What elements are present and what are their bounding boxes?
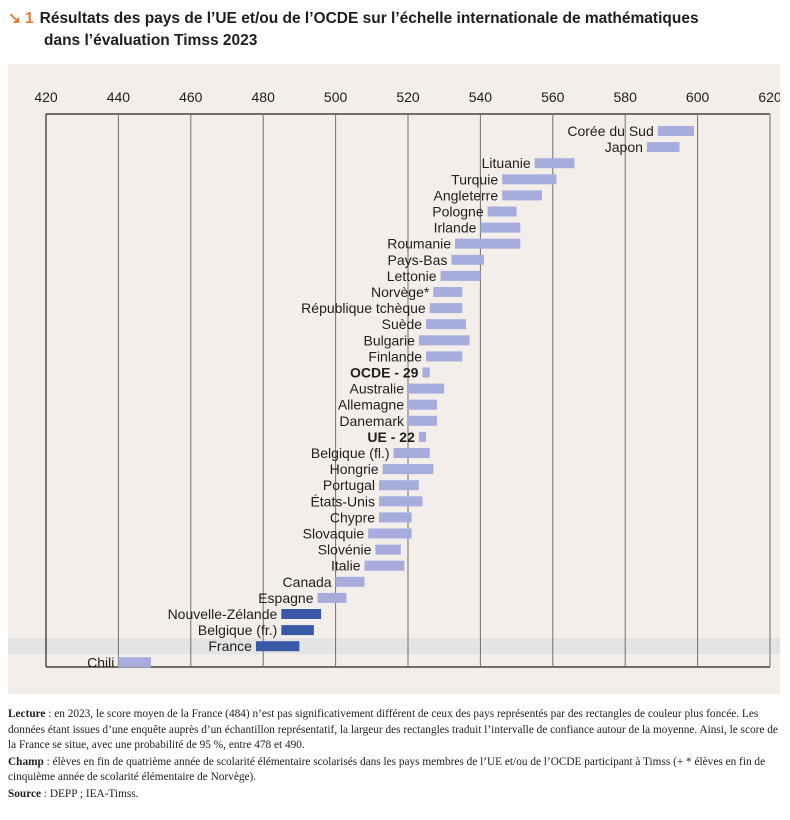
bar-label: Pologne [432,204,484,220]
bar-label: Hongrie [330,461,379,477]
bar-label: Irlande [434,220,477,236]
note-source-label: Source [8,787,42,800]
bar-label: Lituanie [482,155,531,171]
title-line-2: dans l’évaluation Timss 2023 [44,32,258,49]
bar-label: République tchèque [301,300,426,316]
bar [433,287,463,297]
figure-title: ↘ 1 Résultats des pays de l’UE et/ou de l’… [8,8,778,52]
bar [480,222,521,233]
figure-notes: Lecture : en 2023, le score moyen de la … [8,707,780,803]
bar-label: Pays-Bas [388,252,448,268]
bar [255,641,300,652]
bar [364,560,405,571]
bar-label: Belgique (fr.) [198,622,277,638]
x-tick-label: 500 [324,89,348,105]
note-champ: Champ : élèves en fin de quatrième année… [8,755,780,786]
bar [418,431,427,442]
x-tick-label: 440 [107,89,131,105]
bar [408,383,445,394]
bar-label: Angleterre [434,187,499,203]
x-tick-label: 460 [179,89,203,105]
bar-label: Chili [87,654,114,670]
bar-label: France [208,638,252,654]
note-source: Source : DEPP ; IEA-Timss. [8,787,780,803]
bar-label: Belgique (fl.) [311,445,390,461]
bar-label: Italie [331,558,361,574]
bar [502,190,542,201]
note-lecture: Lecture : en 2023, le score moyen de la … [8,707,780,754]
bar-label: OCDE - 29 [350,365,419,381]
bar [375,544,401,555]
arrow-icon: ↘ [8,10,21,27]
bar-label: Slovénie [318,542,372,558]
bar-label: Slovaquie [303,526,365,542]
bar [393,448,430,458]
x-tick-label: 420 [34,89,58,105]
bar-label: Corée du Sud [567,123,653,139]
bar [418,335,470,346]
bar [426,319,466,330]
bar [646,142,680,153]
bar-label: UE - 22 [367,429,415,445]
bar [281,609,322,619]
bar-label: Australie [350,381,405,397]
bar [408,415,437,426]
bar [534,158,575,169]
bar-label: Canada [283,574,332,590]
bar [422,367,430,378]
note-source-text: : DEPP ; IEA-Timss. [41,787,139,800]
chart-panel: 420 440 460 480 500 520 540 560 580 600 620 Corée d… [8,64,780,694]
bar-label: Suède [382,316,423,332]
bar-label: Danemark [339,413,405,429]
bar-label: Turquie [451,171,498,187]
bar [429,303,463,314]
bar [317,592,347,603]
x-tick-label: 600 [686,89,710,105]
bar [382,464,434,475]
bar [487,206,517,217]
x-tick-label: 580 [614,89,638,105]
highlight-band [8,638,780,655]
bar-label: Allemagne [338,397,404,413]
note-lecture-text: : en 2023, le score moyen de la France (… [8,708,778,751]
x-tick-label: 560 [541,89,565,105]
bar [455,238,521,249]
bar [281,625,314,636]
note-lecture-label: Lecture [8,708,46,720]
note-champ-label: Champ [8,755,44,768]
bar [408,399,437,410]
x-tick-label: 520 [396,89,420,105]
bar-label: Portugal [323,477,375,493]
bar-label: Japon [605,139,643,155]
bar [379,496,423,507]
bar [502,174,557,185]
x-tick-label: 620 [758,89,780,105]
bar [335,576,365,587]
bar-label: Lettonie [387,268,437,284]
bar-label: États-Unis [310,493,375,509]
bar-label: Espagne [258,590,313,606]
note-champ-text: : élèves en fin de quatrième année de sc… [8,755,766,784]
bar [440,270,481,281]
figure-number: 1 [25,10,34,27]
x-tick-label: 540 [469,89,493,105]
bar [118,657,151,668]
bar-label: Norvège* [371,284,430,300]
bar-label: Bulgarie [363,332,415,348]
bar [451,254,485,265]
bar [368,528,412,539]
bar [379,512,412,523]
bar [379,480,419,491]
bar-label: Chypre [330,509,375,525]
bar-label: Nouvelle-Zélande [168,606,278,622]
bar [657,126,694,136]
title-line-1: Résultats des pays de l’UE et/ou de l’OC… [39,10,699,27]
bar-label: Roumanie [387,236,451,252]
range-bar-chart: 420 440 460 480 500 520 540 560 580 600 620 Corée d… [8,89,780,670]
bar-label: Finlande [368,348,422,364]
bar [426,351,463,362]
x-tick-label: 480 [252,89,276,105]
